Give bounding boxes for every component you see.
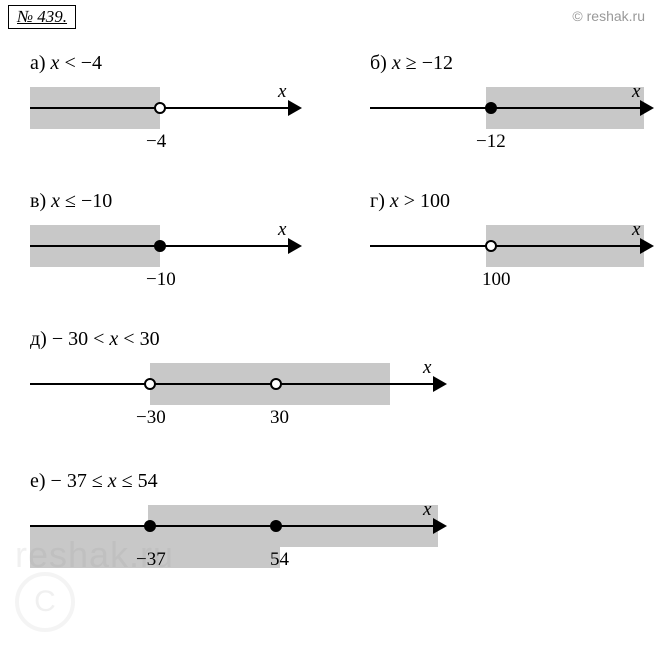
- point-b: [485, 102, 497, 114]
- inequality-a: а) x < −4: [30, 52, 315, 75]
- inequality-g: г) x > 100: [370, 190, 655, 213]
- axis-d: [30, 383, 435, 385]
- point-d2: [270, 378, 282, 390]
- problem-d: д) − 30 < x < 30 x −30 30: [30, 328, 460, 423]
- problem-g: г) x > 100 x 100: [370, 190, 655, 285]
- point-e1: [144, 520, 156, 532]
- xlabel-a: x: [278, 81, 286, 103]
- numberline-a: x −4: [30, 87, 315, 147]
- point-v: [154, 240, 166, 252]
- tick-d2: 30: [270, 407, 289, 429]
- arrow-b: [640, 100, 654, 116]
- xlabel-e: x: [423, 499, 431, 521]
- arrow-v: [288, 238, 302, 254]
- xlabel-g: x: [632, 219, 640, 241]
- numberline-g: x 100: [370, 225, 655, 285]
- inequality-e: е) − 37 ≤ x ≤ 54: [30, 470, 460, 493]
- inequality-b: б) x ≥ −12: [370, 52, 655, 75]
- xlabel-v: x: [278, 219, 286, 241]
- inequality-v: в) x ≤ −10: [30, 190, 315, 213]
- numberline-b: x −12: [370, 87, 655, 147]
- axis-g: [370, 245, 642, 247]
- copyright: © reshak.ru: [572, 8, 645, 24]
- numberline-v: x −10: [30, 225, 315, 285]
- arrow-a: [288, 100, 302, 116]
- problem-v: в) x ≤ −10 x −10: [30, 190, 315, 285]
- tick-e2: 54: [270, 549, 289, 571]
- xlabel-b: x: [632, 81, 640, 103]
- numberline-e: x −37 54: [30, 505, 460, 565]
- axis-e: [30, 525, 435, 527]
- tick-d1: −30: [136, 407, 166, 429]
- tick-a: −4: [146, 131, 166, 153]
- point-e2: [270, 520, 282, 532]
- problem-e: е) − 37 ≤ x ≤ 54 x −37 54: [30, 470, 460, 565]
- watermark-c-icon: C: [15, 572, 75, 632]
- tick-g: 100: [482, 269, 511, 291]
- tick-e1: −37: [136, 549, 166, 571]
- numberline-d: x −30 30: [30, 363, 460, 423]
- arrow-g: [640, 238, 654, 254]
- point-g: [485, 240, 497, 252]
- xlabel-d: x: [423, 357, 431, 379]
- point-a: [154, 102, 166, 114]
- arrow-d: [433, 376, 447, 392]
- problem-number: № 439.: [8, 5, 76, 29]
- problem-b: б) x ≥ −12 x −12: [370, 52, 655, 147]
- inequality-d: д) − 30 < x < 30: [30, 328, 460, 351]
- problem-a: а) x < −4 x −4: [30, 52, 315, 147]
- arrow-e: [433, 518, 447, 534]
- tick-b: −12: [476, 131, 506, 153]
- point-d1: [144, 378, 156, 390]
- axis-b: [370, 107, 642, 109]
- tick-v: −10: [146, 269, 176, 291]
